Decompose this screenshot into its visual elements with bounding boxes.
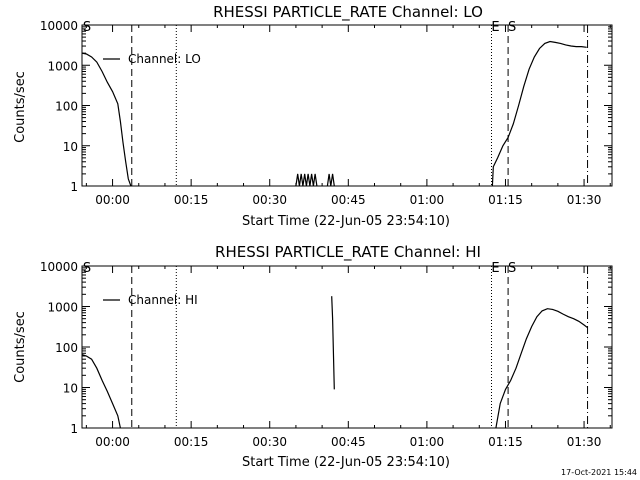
x-tick-label: 00:45 [331, 193, 366, 207]
y-tick-label: 10000 [40, 19, 78, 33]
chart-title-hi: RHESSI PARTICLE_RATE Channel: HI [215, 243, 481, 262]
x-tick-label: 01:00 [410, 193, 445, 207]
x-tick-label: 01:15 [488, 435, 523, 449]
data-series-line [295, 173, 318, 187]
x-tick-label: 00:30 [252, 193, 287, 207]
y-tick-label: 1 [70, 180, 78, 194]
x-tick-label: 00:30 [252, 435, 287, 449]
x-tick-label: 00:00 [95, 435, 130, 449]
x-axis-label-lo: Start Time (22-Jun-05 23:54:10) [242, 214, 450, 229]
time-marker-label: S [508, 20, 516, 35]
data-series-line [491, 40, 587, 187]
legend-label: Channel: HI [128, 293, 198, 307]
legend-label: Channel: LO [128, 52, 201, 66]
data-series-line [326, 173, 335, 187]
y-axis-label-hi: Counts/sec [13, 311, 28, 383]
plot-frame [81, 265, 613, 429]
x-tick-label: 01:15 [488, 193, 523, 207]
x-tick-label: 01:30 [567, 435, 602, 449]
time-marker-label: S [83, 261, 91, 276]
x-tick-label: 00:45 [331, 435, 366, 449]
chart-title-lo: RHESSI PARTICLE_RATE Channel: LO [213, 3, 483, 22]
y-tick-label: 100 [55, 100, 78, 114]
time-marker-label: E [491, 261, 499, 276]
time-marker-label: S [83, 20, 91, 35]
y-tick-label: 10000 [40, 260, 78, 274]
data-series-line [81, 52, 132, 187]
y-tick-label: 10 [63, 382, 78, 396]
y-tick-label: 1 [70, 422, 78, 436]
x-tick-label: 00:15 [174, 435, 209, 449]
x-axis-label-hi: Start Time (22-Jun-05 23:54:10) [242, 455, 450, 470]
plot-frame [81, 24, 613, 187]
panel-hi: RHESSI PARTICLE_RATE Channel: HI Start T… [13, 243, 613, 470]
x-tick-label: 01:00 [410, 435, 445, 449]
data-series-line [331, 296, 335, 390]
y-tick-label: 100 [55, 341, 78, 355]
x-tick-label: 00:15 [174, 193, 209, 207]
x-tick-label: 00:00 [95, 193, 130, 207]
y-tick-label: 10 [63, 140, 78, 154]
y-tick-label: 1000 [47, 301, 78, 315]
time-marker-label: S [508, 261, 516, 276]
x-tick-label: 01:30 [567, 193, 602, 207]
data-series-line [81, 354, 121, 429]
y-tick-label: 1000 [47, 59, 78, 73]
data-series-line [495, 308, 588, 429]
footer-timestamp: 17-Oct-2021 15:44 [561, 468, 637, 477]
panel-lo: RHESSI PARTICLE_RATE Channel: LO Start T… [13, 3, 613, 229]
time-marker-label: E [491, 20, 499, 35]
y-axis-label-lo: Counts/sec [13, 71, 28, 143]
